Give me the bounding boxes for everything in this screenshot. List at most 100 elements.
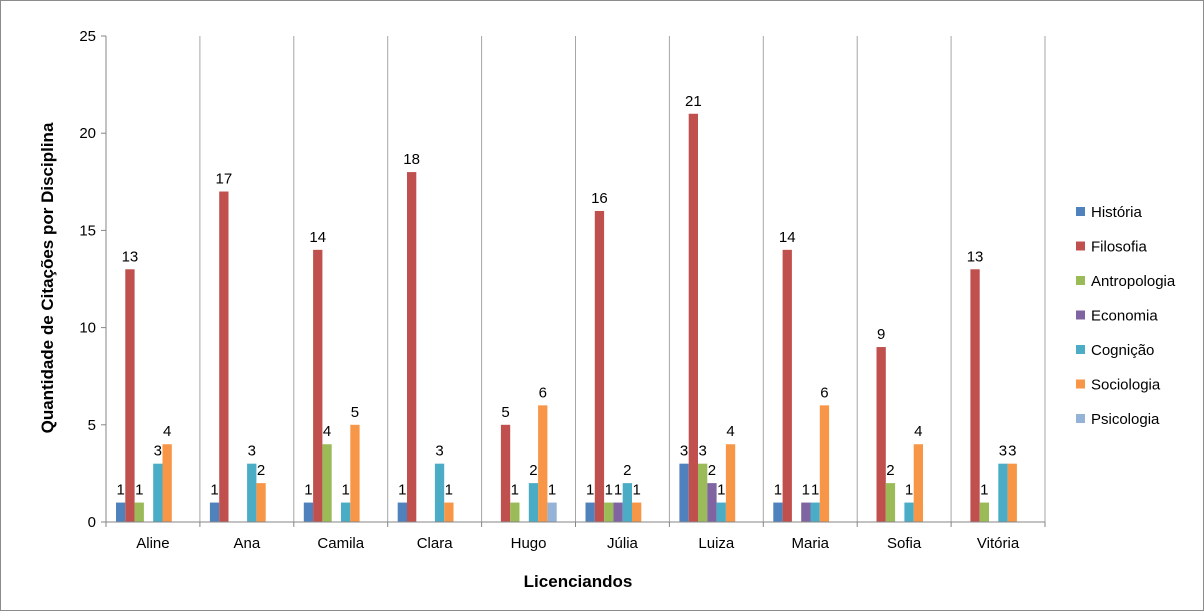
- bar-antropologia: [510, 502, 520, 522]
- bar-cognição: [153, 463, 163, 522]
- bar-sociologia: [913, 444, 923, 522]
- bar-filosofia: [970, 269, 980, 522]
- legend-label: Sociologia: [1091, 377, 1161, 394]
- legend-swatch: [1076, 414, 1085, 423]
- bar-história: [585, 502, 595, 522]
- bar-cognição: [904, 502, 914, 522]
- y-tick-label: 15: [79, 222, 96, 239]
- data-label: 1: [511, 482, 519, 499]
- data-label: 13: [967, 248, 984, 265]
- bar-filosofia: [219, 191, 229, 522]
- bar-antropologia: [604, 502, 614, 522]
- bar-sociologia: [819, 405, 830, 522]
- legend-label: Antropologia: [1091, 273, 1176, 290]
- data-label: 5: [501, 404, 509, 421]
- data-label: 4: [163, 423, 171, 440]
- data-label: 2: [623, 462, 631, 479]
- bars-layer: [116, 113, 1017, 522]
- legend-swatch: [1076, 310, 1085, 320]
- x-tick-label: Ana: [233, 535, 260, 552]
- legend-label: Cognição: [1091, 342, 1154, 359]
- data-label: 2: [529, 462, 537, 479]
- data-label: 1: [116, 482, 124, 499]
- data-label: 1: [717, 482, 725, 499]
- bar-filosofia: [688, 113, 698, 522]
- data-label: 2: [708, 462, 716, 479]
- legend-swatch: [1076, 276, 1085, 285]
- data-label: 3: [248, 443, 256, 460]
- bar-sociologia: [350, 424, 360, 522]
- data-label: 9: [877, 326, 885, 343]
- bar-sociologia: [538, 405, 548, 522]
- x-tick-label: Clara: [417, 535, 454, 552]
- bar-cognição: [341, 502, 351, 522]
- bar-economia: [613, 502, 623, 522]
- x-tick-label: Vitória: [977, 535, 1020, 552]
- bar-cognição: [998, 463, 1008, 522]
- y-tick-label: 25: [79, 28, 96, 45]
- x-axis-title: Licenciandos: [524, 572, 633, 591]
- legend-label: Psicologia: [1091, 411, 1160, 428]
- y-tick-label: 10: [79, 320, 96, 337]
- x-tick-label: Aline: [136, 535, 169, 552]
- bar-antropologia: [885, 483, 896, 522]
- bar-economia: [801, 502, 811, 522]
- bar-sociologia: [1007, 463, 1017, 522]
- bar-antropologia: [979, 502, 989, 522]
- data-label: 3: [1008, 443, 1016, 460]
- bar-cognição: [716, 502, 726, 522]
- data-label: 3: [154, 443, 162, 460]
- bar-filosofia: [594, 210, 605, 522]
- bar-história: [397, 502, 407, 522]
- data-label: 18: [403, 151, 420, 168]
- data-label: 21: [685, 93, 702, 110]
- bar-sociologia: [256, 483, 266, 522]
- bar-sociologia: [725, 444, 736, 522]
- data-label: 1: [980, 482, 988, 499]
- bar-história: [679, 463, 689, 522]
- data-label: 6: [539, 384, 547, 401]
- data-label: 2: [257, 462, 265, 479]
- x-tick-label: Camila: [317, 535, 364, 552]
- data-label: 1: [445, 482, 453, 499]
- data-label: 17: [216, 171, 233, 188]
- legend-label: História: [1091, 204, 1143, 221]
- data-label: 5: [351, 404, 359, 421]
- data-label: 14: [309, 229, 326, 246]
- bar-cognição: [810, 502, 820, 522]
- data-label: 3: [698, 443, 706, 460]
- bar-filosofia: [782, 249, 792, 522]
- bar-história: [773, 502, 783, 522]
- legend-label: Economia: [1091, 308, 1158, 325]
- data-label: 4: [323, 423, 331, 440]
- bar-sociologia: [632, 502, 642, 522]
- data-label: 1: [210, 482, 218, 499]
- legend-swatch: [1076, 379, 1085, 389]
- data-label: 1: [586, 482, 594, 499]
- legend: História Filosofia Antropologia Economia Cog…: [1076, 204, 1176, 428]
- data-label: 1: [304, 482, 312, 499]
- data-label: 3: [680, 443, 688, 460]
- data-label: 4: [726, 423, 734, 440]
- bar-história: [303, 502, 314, 522]
- x-tick-label: Sofia: [887, 535, 922, 552]
- bar-história: [209, 502, 220, 522]
- x-tick-label: Hugo: [511, 535, 547, 552]
- legend-swatch: [1076, 345, 1085, 354]
- bar-sociologia: [444, 502, 454, 522]
- data-label: 1: [605, 482, 613, 499]
- bar-cognição: [622, 483, 632, 522]
- y-axis-title: Quantidade de Citações por Disciplina: [38, 122, 57, 433]
- x-tick-label: Luiza: [698, 535, 735, 552]
- data-label: 4: [914, 423, 922, 440]
- data-label: 16: [591, 190, 608, 207]
- data-label: 13: [122, 248, 139, 265]
- data-label: 6: [820, 384, 828, 401]
- data-label: 1: [802, 482, 810, 499]
- bar-cognição: [434, 463, 445, 522]
- data-label: 1: [774, 482, 782, 499]
- data-label: 3: [435, 443, 443, 460]
